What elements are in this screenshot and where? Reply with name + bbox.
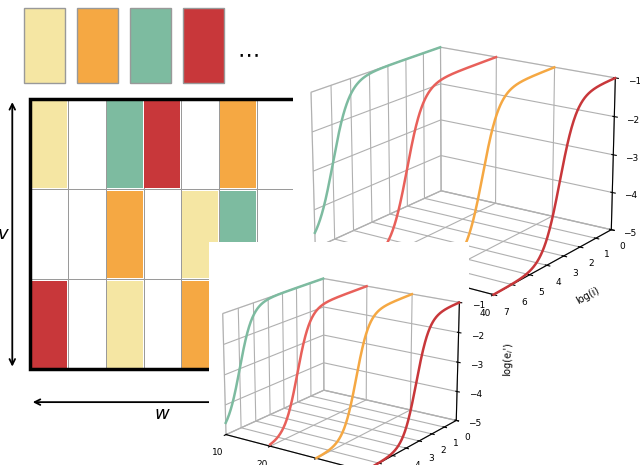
Bar — [24, 8, 65, 83]
Bar — [182, 191, 218, 278]
Bar — [31, 100, 67, 188]
Text: $w$: $w$ — [154, 405, 171, 424]
Bar — [145, 100, 180, 188]
Bar — [143, 189, 181, 279]
Bar — [68, 189, 106, 279]
Bar — [220, 100, 256, 188]
Bar — [106, 100, 143, 188]
Bar — [257, 189, 295, 279]
Bar — [143, 100, 181, 189]
Bar — [30, 100, 295, 369]
Bar — [30, 189, 68, 279]
Bar — [220, 191, 256, 278]
Bar — [106, 280, 143, 368]
X-axis label: epoch: epoch — [362, 301, 394, 319]
Bar — [220, 100, 257, 189]
Bar — [182, 280, 218, 368]
Bar — [30, 100, 68, 189]
Bar — [181, 189, 220, 279]
Bar — [106, 100, 143, 189]
Bar — [257, 100, 295, 189]
Y-axis label: log(i): log(i) — [574, 286, 601, 306]
Bar — [143, 279, 181, 369]
Bar — [183, 8, 224, 83]
Bar — [258, 280, 294, 368]
Bar — [181, 100, 220, 189]
Bar — [106, 279, 143, 369]
Bar — [257, 279, 295, 369]
Bar — [130, 8, 172, 83]
Bar — [106, 189, 143, 279]
Bar — [68, 100, 106, 189]
Bar — [68, 279, 106, 369]
Bar — [181, 279, 220, 369]
Bar — [77, 8, 118, 83]
Bar — [31, 280, 67, 368]
Bar — [106, 191, 143, 278]
Text: $\cdots$: $\cdots$ — [237, 44, 259, 64]
Bar — [30, 279, 68, 369]
Bar — [220, 279, 257, 369]
Bar — [220, 189, 257, 279]
Text: $v$: $v$ — [0, 226, 10, 243]
